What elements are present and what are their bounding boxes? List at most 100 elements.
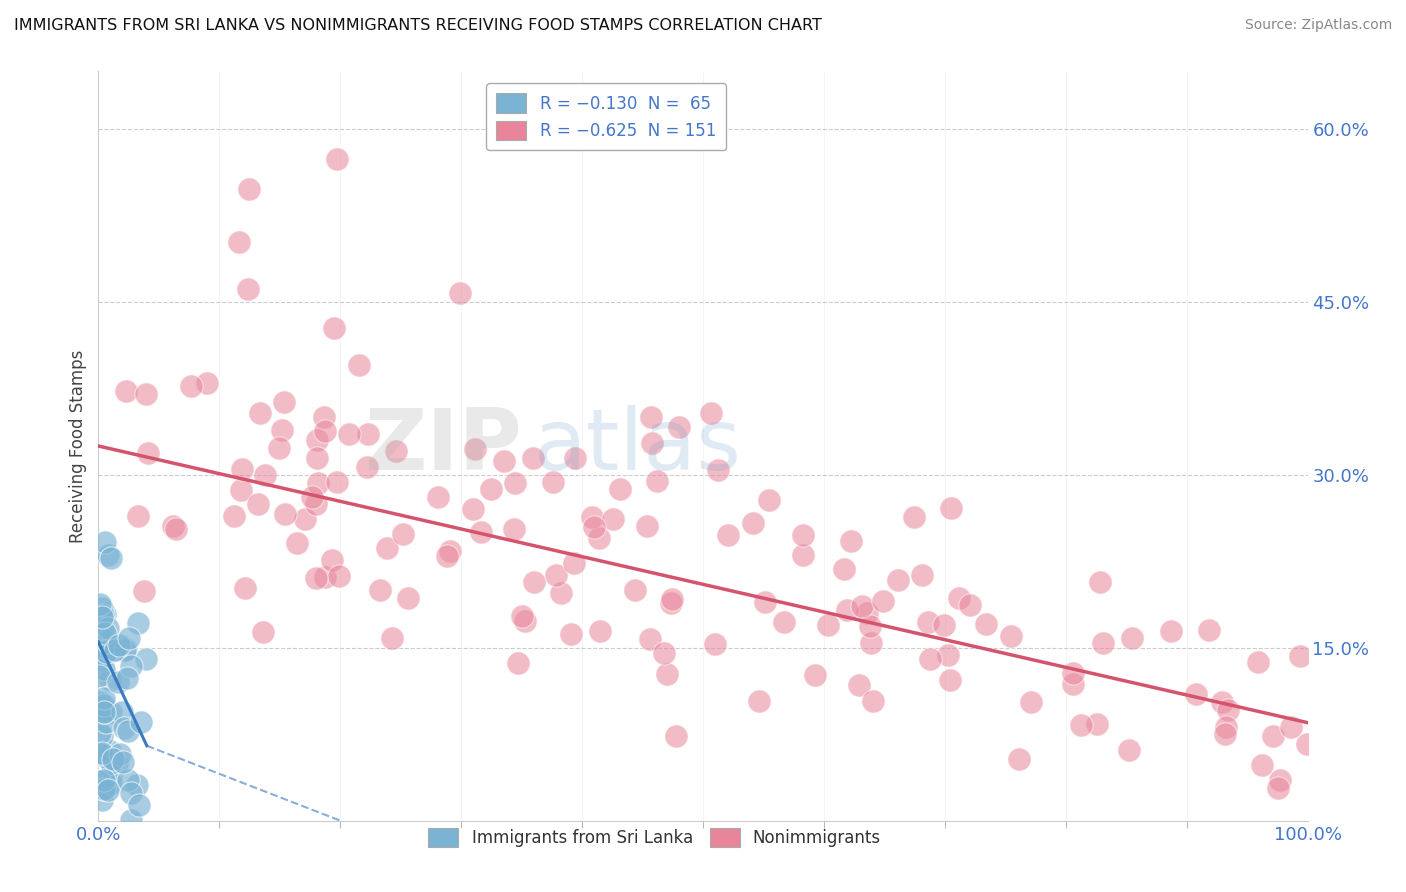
- Point: [91, 608, 114, 623]
- Point: [1296, 737, 1319, 751]
- Text: IMMIGRANTS FROM SRI LANKA VS NONIMMIGRANTS RECEIVING FOOD STAMPS CORRELATION CHA: IMMIGRANTS FROM SRI LANKA VS NONIMMIGRAN…: [14, 18, 823, 33]
- Point: [195, 376, 218, 390]
- Point: [1216, 703, 1239, 717]
- Point: [716, 528, 738, 542]
- Point: [285, 536, 308, 550]
- Point: [135, 387, 157, 401]
- Point: [1198, 624, 1220, 638]
- Point: [1008, 752, 1031, 766]
- Point: [939, 500, 962, 515]
- Point: [1247, 656, 1270, 670]
- Point: [758, 492, 780, 507]
- Point: [127, 509, 149, 524]
- Point: [132, 583, 155, 598]
- Point: [91, 746, 114, 760]
- Point: [1251, 758, 1274, 772]
- Point: [515, 614, 537, 628]
- Point: [93, 781, 115, 796]
- Point: [347, 358, 370, 372]
- Point: [659, 596, 682, 610]
- Point: [136, 446, 159, 460]
- Point: [100, 756, 122, 771]
- Point: [754, 595, 776, 609]
- Point: [87, 668, 110, 682]
- Point: [655, 667, 678, 681]
- Point: [636, 518, 658, 533]
- Point: [125, 778, 148, 792]
- Point: [120, 786, 142, 800]
- Point: [505, 475, 527, 490]
- Point: [1185, 687, 1208, 701]
- Point: [1062, 666, 1084, 681]
- Point: [851, 599, 873, 613]
- Point: [115, 384, 138, 399]
- Point: [120, 658, 142, 673]
- Point: [1070, 718, 1092, 732]
- Point: [872, 594, 894, 608]
- Point: [107, 675, 129, 690]
- Point: [742, 516, 765, 531]
- Point: [392, 527, 415, 541]
- Point: [312, 410, 335, 425]
- Point: [665, 729, 688, 743]
- Point: [396, 591, 419, 606]
- Point: [100, 768, 122, 782]
- Point: [107, 638, 129, 652]
- Point: [918, 652, 941, 666]
- Point: [90, 747, 112, 761]
- Point: [589, 624, 612, 639]
- Point: [112, 722, 135, 736]
- Point: [862, 694, 884, 708]
- Point: [510, 608, 533, 623]
- Point: [1279, 720, 1302, 734]
- Point: [357, 427, 380, 442]
- Point: [98, 673, 121, 688]
- Point: [792, 528, 814, 542]
- Point: [523, 574, 546, 589]
- Point: [100, 775, 122, 789]
- Point: [1000, 629, 1022, 643]
- Point: [1085, 717, 1108, 731]
- Point: [305, 571, 328, 585]
- Point: [859, 619, 882, 633]
- Legend: Immigrants from Sri Lanka, Nonimmigrants: Immigrants from Sri Lanka, Nonimmigrants: [422, 821, 887, 854]
- Point: [93, 691, 115, 706]
- Point: [325, 152, 347, 166]
- Point: [911, 568, 934, 582]
- Point: [700, 406, 723, 420]
- Point: [128, 797, 150, 812]
- Point: [115, 641, 138, 656]
- Point: [112, 756, 135, 770]
- Point: [96, 703, 118, 717]
- Point: [94, 645, 117, 659]
- Point: [706, 463, 728, 477]
- Point: [228, 235, 250, 249]
- Point: [337, 427, 360, 442]
- Y-axis label: Receiving Food Stamps: Receiving Food Stamps: [69, 350, 87, 542]
- Point: [792, 548, 814, 562]
- Point: [294, 512, 316, 526]
- Point: [588, 531, 610, 545]
- Point: [108, 747, 131, 761]
- Point: [436, 549, 458, 563]
- Point: [114, 643, 136, 657]
- Point: [356, 460, 378, 475]
- Point: [1160, 624, 1182, 639]
- Point: [1289, 648, 1312, 663]
- Point: [94, 607, 117, 621]
- Point: [127, 615, 149, 630]
- Text: ZIP: ZIP: [364, 404, 522, 488]
- Point: [837, 603, 859, 617]
- Point: [381, 632, 404, 646]
- Point: [856, 606, 879, 620]
- Point: [661, 591, 683, 606]
- Point: [301, 490, 323, 504]
- Point: [91, 600, 114, 615]
- Point: [117, 772, 139, 787]
- Point: [426, 490, 449, 504]
- Point: [1211, 695, 1233, 709]
- Point: [93, 661, 115, 675]
- Point: [120, 813, 142, 827]
- Point: [370, 582, 392, 597]
- Point: [1268, 772, 1291, 787]
